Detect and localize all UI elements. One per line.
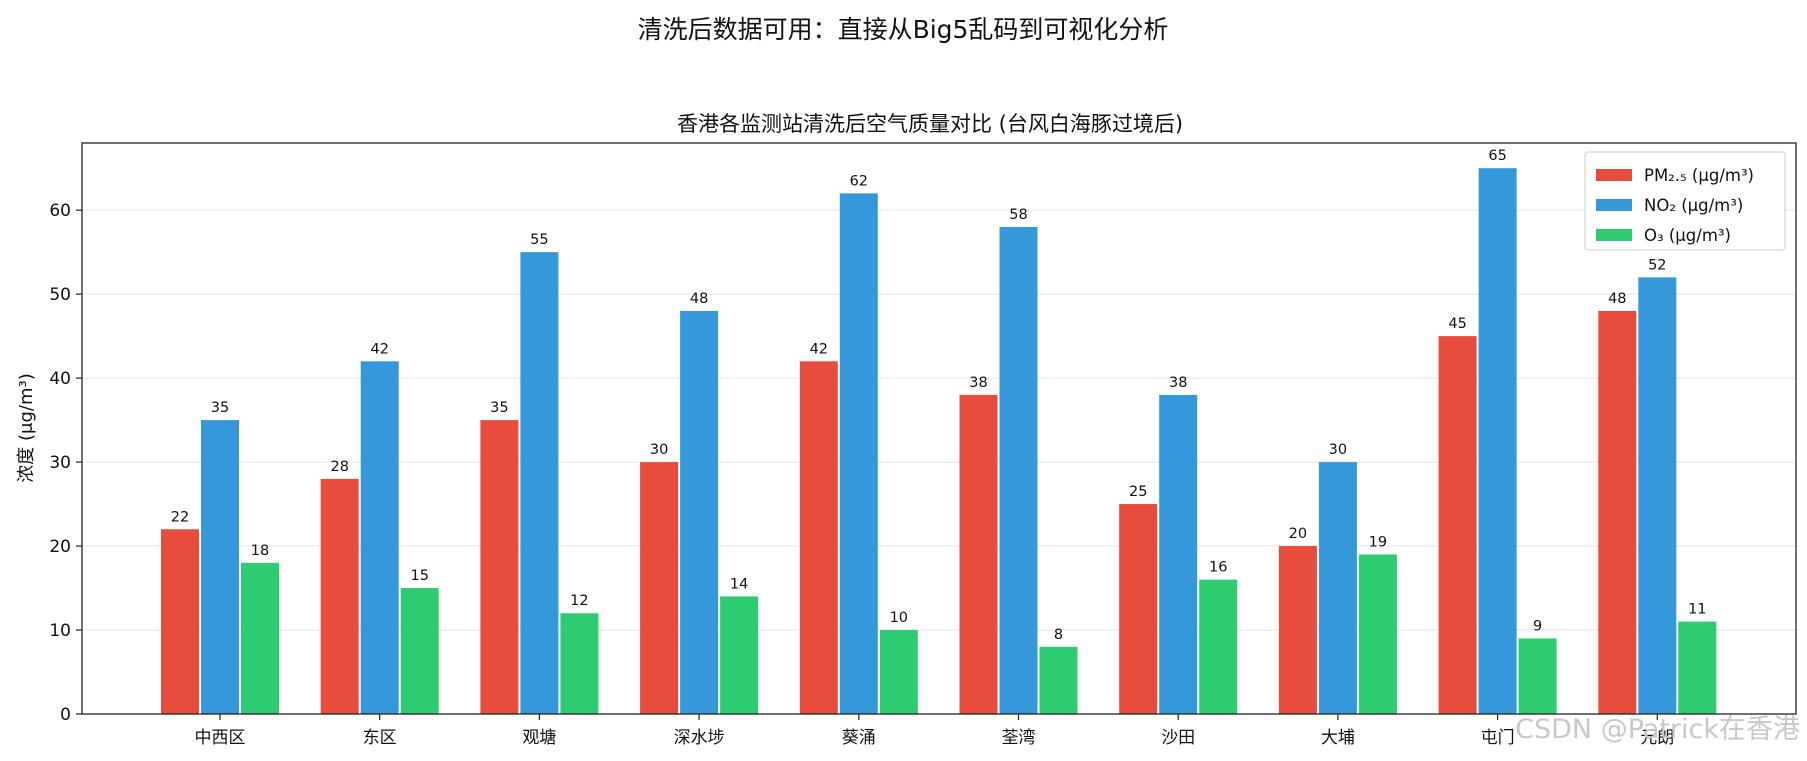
bar [879,630,918,714]
data-label: 52 [1648,257,1666,273]
data-label: 42 [370,341,388,357]
chart-title: 香港各监测站清洗后空气质量对比 (台风白海豚过境后) [677,112,1183,136]
legend-swatch [1596,169,1632,181]
bar [640,462,679,714]
legend-label: PM₂.₅ (μg/m³) [1644,166,1754,185]
bar [1159,394,1198,714]
x-tick-label: 葵涌 [842,728,876,748]
data-label: 11 [1688,602,1706,618]
plot-frame [81,142,1797,715]
data-label: 22 [171,509,189,525]
data-label: 18 [251,543,269,559]
y-tick-label: 30 [49,453,71,473]
bar [560,613,599,714]
data-label: 28 [330,459,348,475]
data-label: 16 [1209,560,1227,576]
bar [320,478,359,714]
bar [400,588,439,714]
data-label: 8 [1054,627,1063,643]
y-tick-label: 40 [49,369,71,389]
x-tick-label: 观塘 [522,728,556,748]
data-labels: 22 35 18 28 42 15 35 55 12 30 48 14 42 62 10 38 58 8 25 38 1… [171,148,1707,643]
bar [1278,546,1317,714]
bar [999,226,1038,714]
bar [360,361,399,714]
data-label: 19 [1369,534,1387,550]
x-tick-label: 屯门 [1481,728,1515,748]
data-label: 9 [1533,618,1542,634]
x-tick-label: 荃湾 [1002,728,1036,748]
bar [959,394,998,714]
x-axis-ticks: 中西区 东区 观塘 深水埗 葵涌 荃湾 沙田 大埔 屯门 元朗 [195,714,1674,748]
x-tick-label: 元朗 [1640,728,1674,748]
bar [1199,579,1238,714]
legend-box [1584,151,1786,251]
bar [1478,168,1517,715]
y-tick-label: 20 [49,537,71,557]
data-label: 30 [1329,442,1347,458]
y-axis-label: 浓度 (μg/m³) [16,373,37,482]
watermark: CSDN @Patrick在香港 [1515,714,1800,745]
data-label: 30 [650,442,668,458]
bar [839,193,878,715]
legend-swatch [1596,229,1632,241]
y-axis-ticks: 0 10 20 30 40 50 60 [49,201,82,725]
bar [1119,504,1158,714]
x-tick-label: 中西区 [195,728,246,748]
x-tick-label: 大埔 [1321,728,1355,748]
bar [520,252,559,715]
figure-suptitle: 清洗后数据可用：直接从Big5乱码到可视化分析 [638,15,1169,44]
y-tick-label: 50 [49,285,71,305]
data-label: 55 [530,232,548,248]
bar [1678,621,1717,714]
legend: PM₂.₅ (μg/m³) NO₂ (μg/m³) O₃ (μg/m³) [1584,151,1786,251]
legend-label: O₃ (μg/m³) [1644,226,1731,245]
bar [161,529,199,714]
data-label: 38 [969,375,987,391]
data-label: 25 [1129,484,1147,500]
bar [1598,310,1637,714]
data-label: 35 [211,400,229,416]
x-tick-label: 深水埗 [674,728,725,748]
data-label: 45 [1448,316,1466,332]
bar [1318,462,1357,714]
data-label: 15 [410,568,428,584]
bars [161,168,1717,715]
bar [1518,638,1557,714]
data-label: 62 [850,173,868,189]
y-tick-label: 0 [60,705,71,725]
legend-label: NO₂ (μg/m³) [1644,196,1743,215]
data-label: 42 [810,341,828,357]
bar [799,361,838,714]
bar [480,420,519,714]
bar [201,420,239,714]
bar [680,310,719,714]
bar [1358,554,1397,714]
bar [1638,277,1677,714]
y-tick-label: 10 [49,621,71,641]
data-label: 35 [490,400,508,416]
data-label: 20 [1289,526,1307,542]
data-label: 38 [1169,375,1187,391]
data-label: 12 [570,593,588,609]
data-label: 10 [890,610,908,626]
data-label: 65 [1488,148,1506,164]
data-label: 48 [1608,291,1626,307]
x-tick-label: 沙田 [1161,728,1195,748]
data-label: 14 [730,576,748,592]
bar [720,596,759,714]
x-tick-label: 东区 [363,728,397,748]
bar [1438,336,1477,714]
bar [241,562,279,714]
legend-swatch [1596,199,1632,211]
data-label: 48 [690,291,708,307]
y-tick-label: 60 [49,201,71,221]
data-label: 58 [1009,207,1027,223]
bar [1039,646,1078,714]
